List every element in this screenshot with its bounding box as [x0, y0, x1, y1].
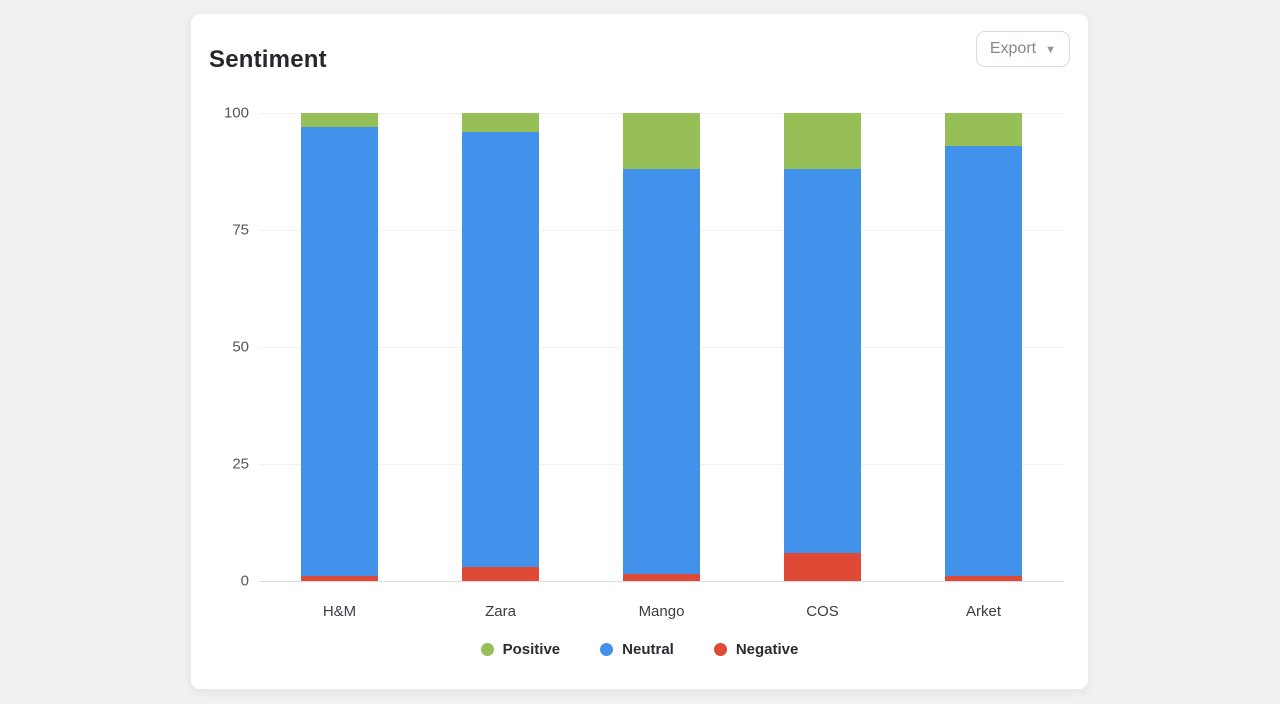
- bar-segment-positive[interactable]: [301, 113, 378, 128]
- stacked-bar-arket: [945, 113, 1022, 581]
- x-tick-label: Mango: [638, 603, 685, 620]
- legend-label: Negative: [735, 641, 799, 658]
- chevron-down-icon: ▼: [1045, 43, 1056, 56]
- stacked-bar-mango: [623, 113, 700, 581]
- bar-segment-neutral[interactable]: [301, 127, 378, 577]
- bar-segment-negative[interactable]: [945, 576, 1022, 581]
- legend-label: Neutral: [622, 641, 674, 658]
- chart-legend: Positive Neutral Negative: [191, 641, 1088, 658]
- x-axis: H&M Zara Mango COS Arket: [259, 603, 1064, 620]
- bar-segment-positive[interactable]: [462, 113, 539, 132]
- x-tick-label: COS: [806, 603, 839, 620]
- bar-segment-positive[interactable]: [623, 113, 700, 170]
- bars-container: [259, 113, 1064, 581]
- x-tick-label: H&M: [322, 603, 357, 620]
- plot-area: [259, 113, 1064, 582]
- gridline-0: [259, 581, 1064, 582]
- legend-dot-icon: [600, 643, 614, 656]
- bar-segment-positive[interactable]: [945, 113, 1022, 146]
- export-button[interactable]: Export ▼: [975, 31, 1070, 67]
- y-tick-label-75: 75: [232, 221, 249, 239]
- bar-slot: [581, 113, 742, 581]
- bar-slot: [903, 113, 1064, 581]
- y-axis: 0 25 50 75 100: [191, 105, 249, 590]
- stacked-bar-zara: [462, 113, 539, 581]
- bar-slot: [259, 113, 420, 581]
- y-tick-label-50: 50: [232, 338, 249, 356]
- stacked-bar-cos: [784, 113, 861, 581]
- legend-dot-icon: [480, 643, 494, 656]
- bar-slot: [742, 113, 903, 581]
- bar-segment-negative[interactable]: [462, 566, 539, 581]
- x-tick-label: Arket: [965, 603, 1001, 620]
- sentiment-chart-card: Sentiment Export ▼ 0 25 50 75 100 H&M Zara Man…: [190, 13, 1089, 690]
- bar-segment-neutral[interactable]: [462, 131, 539, 567]
- bar-segment-positive[interactable]: [784, 113, 861, 170]
- legend-item-positive[interactable]: Positive: [480, 641, 561, 658]
- y-tick-label-100: 100: [223, 104, 249, 122]
- legend-item-neutral[interactable]: Neutral: [600, 641, 674, 658]
- export-button-label: Export: [989, 40, 1037, 57]
- legend-item-negative[interactable]: Negative: [713, 641, 799, 658]
- chart-title: Sentiment: [209, 46, 327, 73]
- x-tick-label: Zara: [485, 603, 516, 620]
- bar-segment-neutral[interactable]: [945, 145, 1022, 577]
- bar-segment-negative[interactable]: [784, 552, 861, 581]
- bar-slot: [420, 113, 581, 581]
- bar-segment-neutral[interactable]: [623, 169, 700, 574]
- stacked-bar-hm: [301, 113, 378, 581]
- bar-segment-negative[interactable]: [301, 576, 378, 581]
- legend-label: Positive: [502, 641, 561, 658]
- legend-dot-icon: [713, 643, 727, 656]
- y-tick-label-25: 25: [232, 455, 249, 473]
- y-tick-label-0: 0: [240, 572, 249, 590]
- bar-segment-negative[interactable]: [623, 573, 700, 581]
- bar-segment-neutral[interactable]: [784, 169, 861, 553]
